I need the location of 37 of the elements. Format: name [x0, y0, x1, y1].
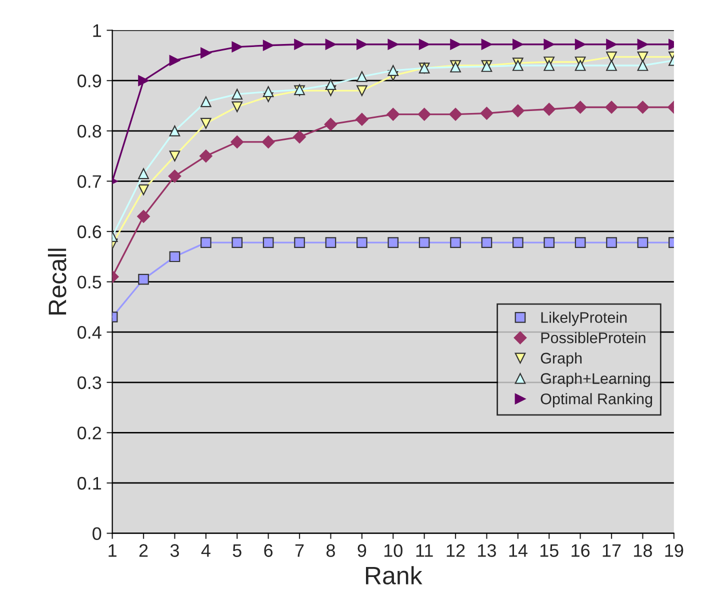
legend-label: Graph+Learning [540, 372, 650, 387]
x-tick-label: 9 [358, 544, 366, 557]
x-tick-label: 3 [170, 544, 179, 557]
y-tick-label: 0.3 [78, 376, 102, 390]
x-tick-label: 14 [509, 544, 528, 557]
x-tick-label: 16 [572, 544, 590, 557]
x-tick-label: 5 [232, 544, 242, 557]
y-tick-label: 0.4 [78, 326, 102, 339]
x-tick-label: 11 [416, 544, 433, 557]
y-tick-label: 1 [93, 24, 102, 37]
y-tick-label: 0.1 [78, 476, 102, 490]
x-tick-label: 1 [108, 544, 116, 557]
y-tick-label: 0.9 [78, 74, 102, 88]
y-axis-title: Recall [48, 248, 66, 314]
x-tick-label: 15 [540, 544, 558, 557]
y-tick-label: 0.5 [78, 276, 102, 289]
x-tick-label: 6 [264, 544, 273, 557]
legend-label: Graph [540, 352, 582, 367]
legend-label: LikelyProtein [541, 312, 627, 326]
x-tick-label: 18 [634, 544, 652, 557]
y-tick-label: 0 [92, 527, 102, 540]
x-tick-label: 8 [326, 544, 335, 557]
x-tick-label: 17 [602, 544, 621, 557]
x-tick-label: 7 [295, 544, 304, 557]
y-tick-label: 0.2 [78, 426, 101, 440]
x-tick-label: 12 [446, 544, 465, 557]
x-tick-label: 10 [384, 544, 402, 557]
x-tick-label: 13 [478, 544, 496, 557]
x-tick-label: 4 [201, 544, 210, 557]
x-tick-label: 2 [139, 544, 148, 557]
legend-label: Optimal Ranking [540, 393, 652, 408]
x-axis-title: Rank [366, 566, 422, 584]
x-tick-label: 19 [665, 544, 684, 557]
y-tick-label: 0.6 [78, 225, 102, 238]
y-tick-label: 0.7 [78, 175, 101, 188]
y-tick-label: 0.8 [78, 124, 102, 138]
legend-label: PossibleProtein [541, 332, 646, 344]
